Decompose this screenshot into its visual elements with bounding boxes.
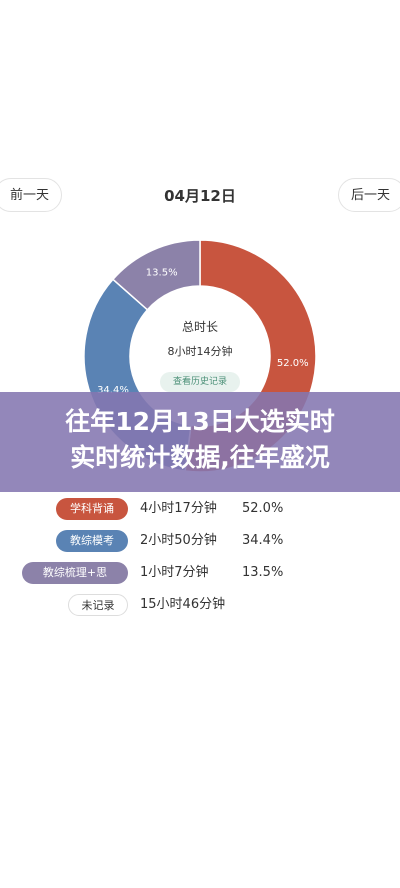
legend-row: 教综梳理+思 1小时7分钟 13.5% bbox=[0, 560, 400, 586]
donut-slice bbox=[111, 239, 201, 311]
previous-day-button[interactable]: 前一天 bbox=[0, 178, 62, 212]
donut-slice-label: 13.5% bbox=[146, 267, 178, 278]
legend-category-pill: 学科背诵 bbox=[56, 498, 128, 520]
next-day-button[interactable]: 后一天 bbox=[338, 178, 400, 212]
banner-line-2: 实时统计数据,往年盛况 bbox=[70, 443, 330, 472]
total-duration-value: 8小时14分钟 bbox=[167, 345, 233, 358]
legend-time: 15小时46分钟 bbox=[140, 597, 226, 612]
legend-row: 未记录 15小时46分钟 bbox=[0, 592, 400, 618]
donut-slice-label: 34.4% bbox=[97, 385, 129, 396]
legend-time: 1小时7分钟 bbox=[140, 565, 209, 580]
legend-category-pill: 教综梳理+思 bbox=[22, 562, 128, 584]
banner-line-1: 往年12月13日大选实时 bbox=[65, 407, 335, 436]
date-title: 04月12日 bbox=[164, 187, 236, 205]
total-duration-title: 总时长 bbox=[181, 320, 218, 334]
legend-row: 教综模考 2小时50分钟 34.4% bbox=[0, 528, 400, 554]
legend-percent: 34.4% bbox=[242, 533, 284, 548]
donut-slice-label: 52.0% bbox=[277, 358, 309, 369]
legend-percent: 13.5% bbox=[242, 565, 284, 580]
legend-time: 4小时17分钟 bbox=[140, 501, 217, 516]
legend-time: 2小时50分钟 bbox=[140, 533, 217, 548]
title-banner: 往年12月13日大选实时 实时统计数据,往年盛况 bbox=[0, 392, 400, 492]
legend-row: 学科背诵 4小时17分钟 52.0% bbox=[0, 496, 400, 522]
legend-percent: 52.0% bbox=[242, 501, 284, 516]
date-navigation: 前一天 04月12日 后一天 bbox=[0, 178, 400, 216]
view-history-button[interactable]: 查看历史记录 bbox=[160, 372, 240, 392]
legend-category-pill: 教综模考 bbox=[56, 530, 128, 552]
legend-category-pill: 未记录 bbox=[68, 594, 128, 616]
